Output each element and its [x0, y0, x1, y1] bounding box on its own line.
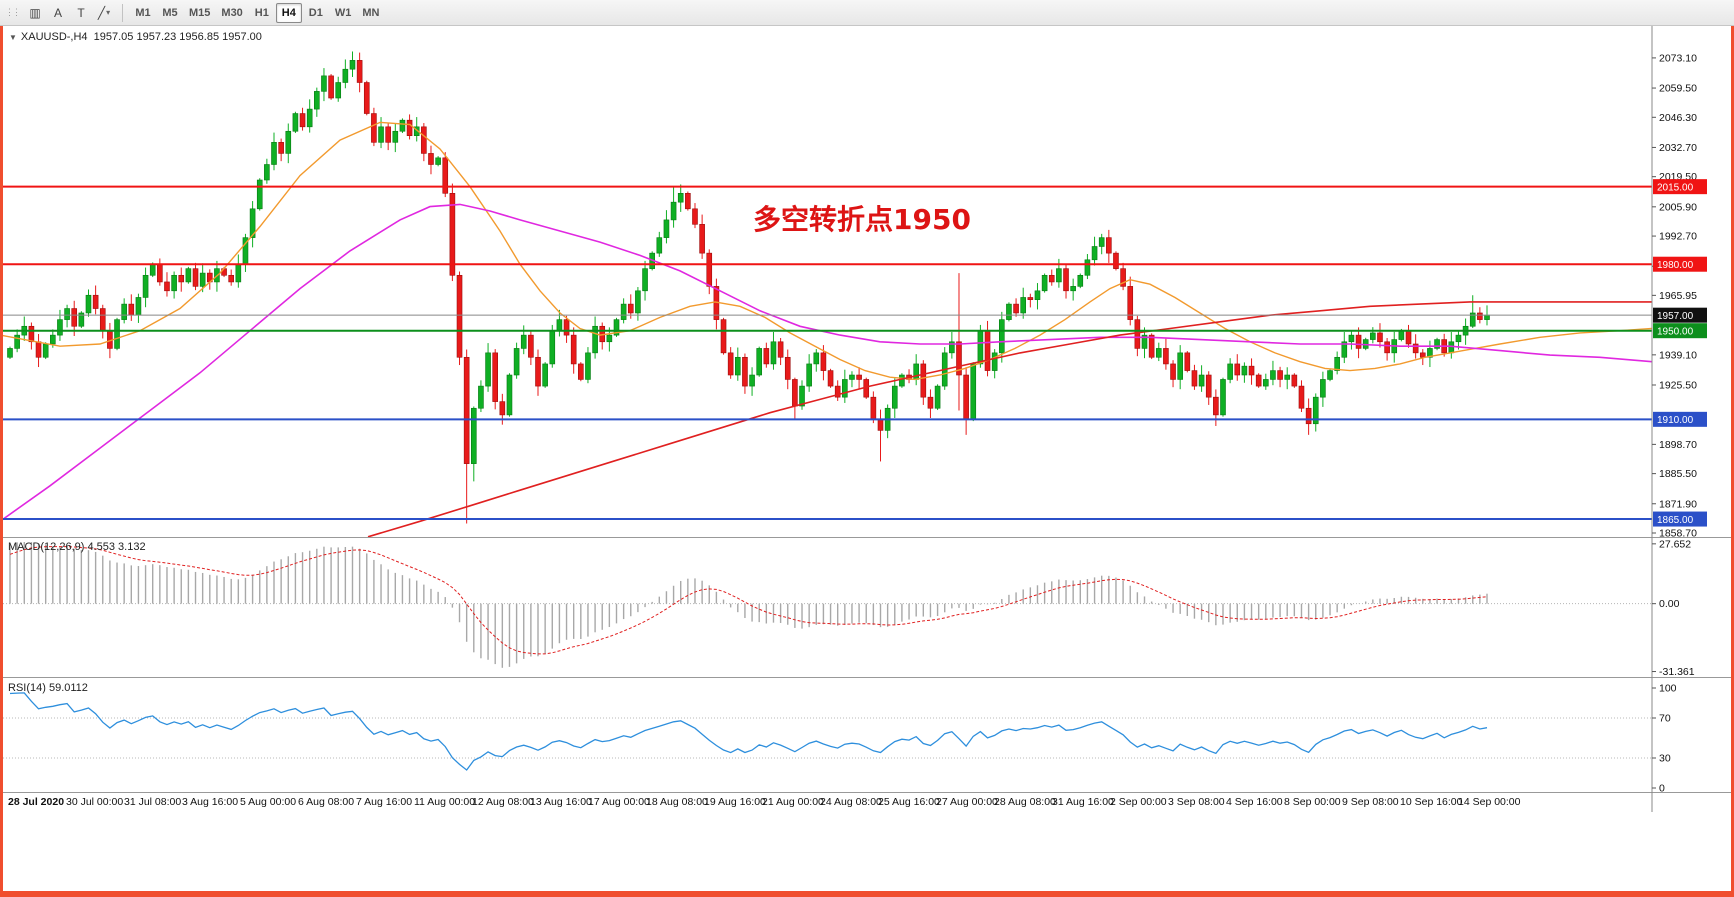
price-badge	[1653, 411, 1707, 427]
rsi-indicator-label: RSI(14) 59.0112	[8, 682, 88, 694]
ma-medium-orange	[0, 121, 1653, 381]
svg-text:31 Aug 16:00: 31 Aug 16:00	[1052, 796, 1114, 808]
svg-text:27 Aug 00:00: 27 Aug 00:00	[936, 796, 998, 808]
svg-text:1965.95: 1965.95	[1659, 290, 1697, 302]
price-badge	[1653, 323, 1707, 339]
svg-text:2073.10: 2073.10	[1659, 52, 1697, 64]
chart-canvas[interactable]: 2073.102059.502046.302032.702019.502005.…	[0, 26, 1734, 897]
svg-text:1871.90: 1871.90	[1659, 498, 1697, 510]
svg-text:100: 100	[1659, 683, 1677, 695]
collapse-triangle-icon: ▼	[9, 32, 17, 42]
macd-signal-line	[9, 546, 1488, 655]
ma-longest-red	[367, 301, 1652, 538]
svg-text:0: 0	[1659, 783, 1665, 795]
tf-button-W1[interactable]: W1	[334, 6, 352, 19]
svg-text:8 Sep 00:00: 8 Sep 00:00	[1284, 796, 1341, 808]
price-badge	[1653, 179, 1707, 195]
svg-text:70: 70	[1659, 713, 1671, 725]
tf-button-D1[interactable]: D1	[308, 6, 323, 19]
rsi-panel	[0, 687, 1656, 789]
moving-averages	[0, 121, 1653, 538]
svg-text:1980.00: 1980.00	[1657, 260, 1694, 271]
tf-button-H1[interactable]: H1	[254, 6, 269, 19]
toolbar-grip-icon: ⋮⋮	[5, 7, 21, 17]
tf-button-M30[interactable]: M30	[221, 6, 243, 19]
price-badge	[1653, 511, 1707, 527]
toolbar: ⋮⋮ ▥ A T ╱ ▾ M1 M5 M15 M30 H1 H4 D1 W1 MN	[0, 0, 1734, 26]
price-badge	[1653, 256, 1707, 272]
candles	[7, 51, 1490, 524]
svg-text:10 Sep 16:00: 10 Sep 16:00	[1400, 796, 1463, 808]
svg-text:11 Aug 00:00: 11 Aug 00:00	[414, 796, 475, 808]
chart-region[interactable]: 2073.10 2059.50 2046.30 2032.70 2019.50 2005.…	[0, 26, 1734, 897]
svg-text:2046.30: 2046.30	[1659, 112, 1697, 124]
svg-text:17 Aug 00:00: 17 Aug 00:00	[588, 796, 650, 808]
tf-button-MN[interactable]: MN	[362, 6, 380, 19]
price-badge	[1653, 307, 1707, 323]
svg-text:14 Sep 00:00: 14 Sep 00:00	[1458, 796, 1521, 808]
svg-text:24 Aug 08:00: 24 Aug 08:00	[820, 796, 882, 808]
svg-text:28 Aug 08:00: 28 Aug 08:00	[994, 796, 1056, 808]
svg-text:1858.70: 1858.70	[1659, 528, 1697, 540]
svg-text:19 Aug 16:00: 19 Aug 16:00	[704, 796, 766, 808]
timeframe-buttons: M1 M5 M15 M30 H1 H4 D1 W1 MN	[130, 2, 384, 23]
tf-button-H4[interactable]: H4	[275, 2, 302, 23]
svg-text:1957.00: 1957.00	[1657, 311, 1694, 322]
dropdown-caret-icon: ▾	[106, 8, 111, 17]
svg-text:5 Aug 00:00: 5 Aug 00:00	[240, 796, 296, 808]
svg-text:18 Aug 08:00: 18 Aug 08:00	[646, 796, 708, 808]
toolbar-divider	[122, 3, 123, 22]
svg-text:12 Aug 08:00: 12 Aug 08:00	[472, 796, 534, 808]
svg-text:30 Jul 00:00: 30 Jul 00:00	[66, 796, 123, 808]
svg-text:1939.10: 1939.10	[1659, 349, 1697, 361]
tf-button-M15[interactable]: M15	[189, 6, 211, 19]
svg-text:1910.00: 1910.00	[1657, 415, 1694, 426]
symbol-info: ▼ XAUUSD-,H4 1957.05 1957.23 1956.85 195…	[9, 31, 262, 43]
svg-text:4 Sep 16:00: 4 Sep 16:00	[1226, 796, 1283, 808]
svg-text:1950.00: 1950.00	[1657, 326, 1694, 337]
cursor-tool-icon[interactable]: A	[53, 5, 62, 20]
svg-text:25 Aug 16:00: 25 Aug 16:00	[878, 796, 940, 808]
text-tool-icon[interactable]: T	[77, 5, 85, 20]
symbol-ohlc-text: XAUUSD-,H4 1957.05 1957.23 1956.85 1957.…	[20, 31, 262, 43]
draw-tool-icon[interactable]: ╱ ▾	[97, 5, 111, 20]
svg-text:28 Jul 2020: 28 Jul 2020	[8, 796, 64, 808]
tool-buttons: ▥ A T ╱ ▾	[24, 3, 115, 23]
svg-text:3 Aug 16:00: 3 Aug 16:00	[182, 796, 238, 808]
svg-text:1885.50: 1885.50	[1659, 468, 1697, 480]
annotation-text: 多空转折点1950	[753, 203, 971, 236]
tf-button-M5[interactable]: M5	[162, 6, 178, 19]
svg-text:-31.361: -31.361	[1659, 666, 1695, 678]
chart-type-icon[interactable]: ▥	[29, 5, 41, 20]
tf-button-M1[interactable]: M1	[135, 6, 151, 19]
svg-text:2015.00: 2015.00	[1657, 182, 1694, 193]
macd-panel	[0, 542, 1656, 673]
price-levels	[0, 185, 1652, 521]
svg-text:6 Aug 08:00: 6 Aug 08:00	[298, 796, 354, 808]
svg-text:3 Sep 08:00: 3 Sep 08:00	[1168, 796, 1225, 808]
svg-text:30: 30	[1659, 753, 1671, 765]
svg-text:31 Jul 08:00: 31 Jul 08:00	[124, 796, 181, 808]
svg-text:27.652: 27.652	[1659, 538, 1691, 550]
svg-text:2 Sep 00:00: 2 Sep 00:00	[1110, 796, 1167, 808]
svg-text:9 Sep 08:00: 9 Sep 08:00	[1342, 796, 1399, 808]
svg-text:13 Aug 16:00: 13 Aug 16:00	[530, 796, 592, 808]
svg-text:1925.50: 1925.50	[1659, 379, 1697, 391]
svg-text:2059.50: 2059.50	[1659, 83, 1697, 95]
svg-text:0.00: 0.00	[1659, 598, 1680, 610]
svg-text:1992.70: 1992.70	[1659, 231, 1697, 243]
price-axis	[1652, 57, 1656, 534]
svg-text:2005.90: 2005.90	[1659, 201, 1697, 213]
rsi-line	[9, 692, 1488, 771]
svg-text:21 Aug 00:00: 21 Aug 00:00	[762, 796, 824, 808]
ma-long-magenta	[0, 203, 1653, 522]
macd-indicator-label: MACD(12,26,9) 4.553 3.132	[8, 541, 146, 553]
svg-text:7 Aug 16:00: 7 Aug 16:00	[356, 796, 412, 808]
svg-text:2032.70: 2032.70	[1659, 142, 1697, 154]
svg-text:1898.70: 1898.70	[1659, 439, 1697, 451]
svg-text:1865.00: 1865.00	[1657, 515, 1694, 526]
